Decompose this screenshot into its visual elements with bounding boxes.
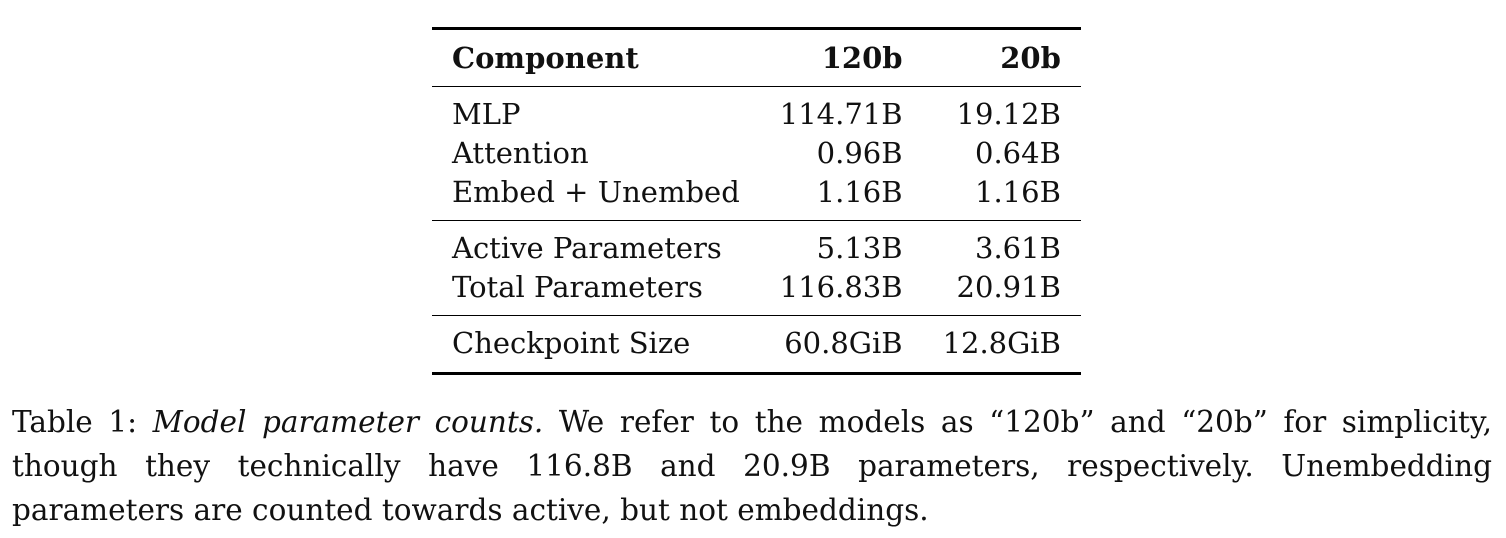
row-label: Active Parameters [452, 231, 722, 265]
value-20b: 20.91B [956, 270, 1061, 304]
value-20b: 0.64B [975, 136, 1061, 170]
value-20b: 12.8GiB [942, 326, 1061, 360]
row-label: MLP [452, 97, 521, 131]
header-row: Component 120b 20b [432, 28, 1081, 87]
table-row: Active Parameters 5.13B 3.61B [432, 221, 1081, 269]
value-120b: 60.8GiB [784, 326, 903, 360]
header-component: Component [452, 40, 639, 75]
header-20b: 20b [1000, 40, 1061, 75]
row-label: Checkpoint Size [452, 326, 691, 360]
caption-title: Model parameter counts. [152, 405, 544, 439]
value-120b: 116.83B [779, 270, 903, 304]
table-header: Component 120b 20b [432, 28, 1081, 87]
value-120b: 1.16B [816, 175, 903, 209]
row-label: Total Parameters [452, 270, 703, 304]
table-row: Total Parameters 116.83B 20.91B [432, 268, 1081, 316]
value-120b: 5.13B [816, 231, 903, 265]
parameter-table-container: Component 120b 20b MLP 114.71B 19.12B At… [432, 27, 1081, 375]
group-totals: Active Parameters 5.13B 3.61B Total Para… [432, 221, 1081, 316]
value-20b: 19.12B [956, 97, 1061, 131]
caption-label: Table 1: [12, 405, 138, 439]
table-row: MLP 114.71B 19.12B [432, 87, 1081, 135]
table-row: Embed + Unembed 1.16B 1.16B [432, 173, 1081, 221]
caption-text: We refer to the models as “120b” and “20… [12, 405, 1493, 527]
value-120b: 0.96B [816, 136, 903, 170]
row-label: Embed + Unembed [452, 175, 740, 209]
table-caption: Table 1: Model parameter counts. We refe… [12, 400, 1492, 532]
group-checkpoint: Checkpoint Size 60.8GiB 12.8GiB [432, 316, 1081, 374]
value-20b: 3.61B [975, 231, 1061, 265]
group-components: MLP 114.71B 19.12B Attention 0.96B 0.64B… [432, 87, 1081, 221]
table-row: Checkpoint Size 60.8GiB 12.8GiB [432, 316, 1081, 374]
row-label: Attention [452, 136, 589, 170]
value-20b: 1.16B [975, 175, 1061, 209]
table-row: Attention 0.96B 0.64B [432, 134, 1081, 173]
parameter-table: Component 120b 20b MLP 114.71B 19.12B At… [432, 27, 1081, 375]
header-120b: 120b [821, 40, 903, 75]
value-120b: 114.71B [779, 97, 903, 131]
